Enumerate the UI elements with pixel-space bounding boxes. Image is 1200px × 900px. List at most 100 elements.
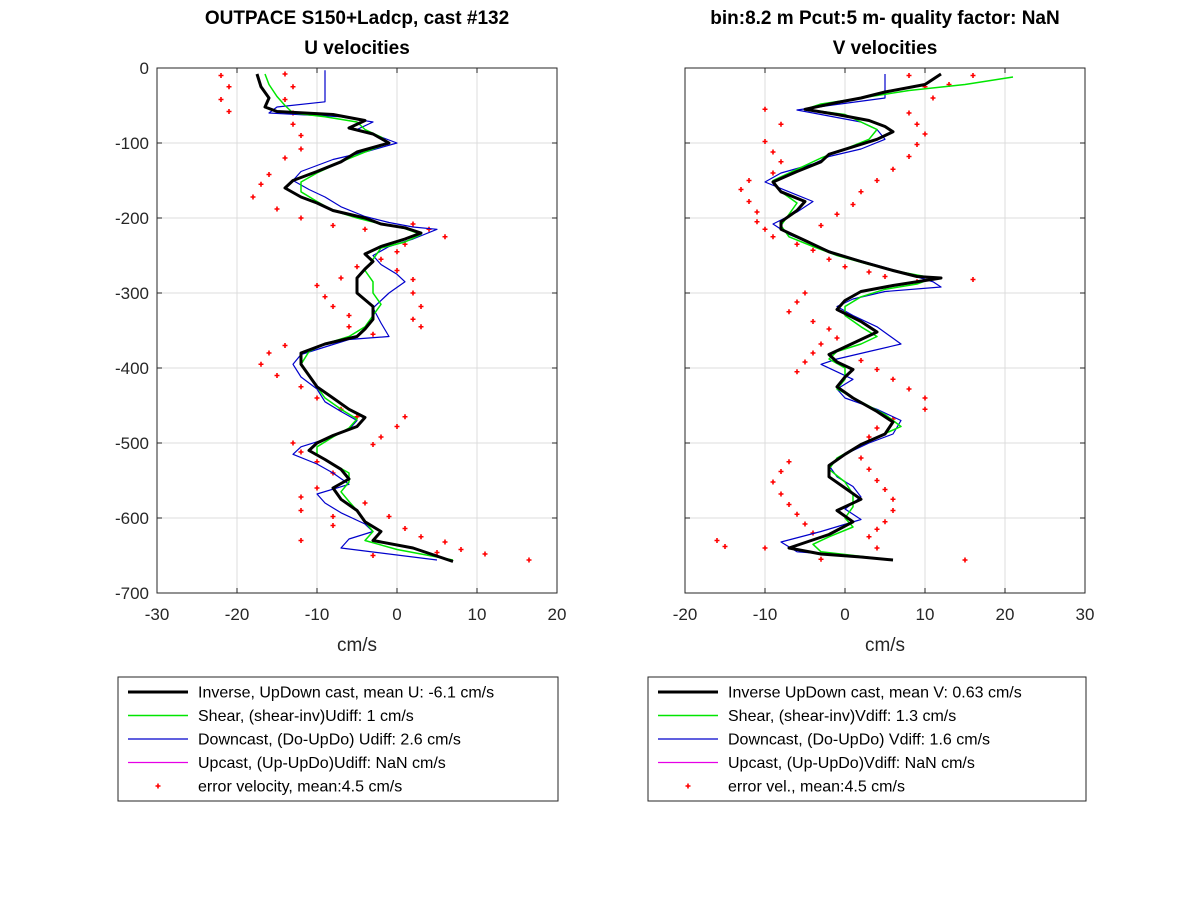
v-error-point	[914, 121, 920, 127]
u-error-point	[370, 442, 376, 447]
u-error-point	[410, 277, 416, 282]
v-title-line2: V velocities	[833, 38, 938, 59]
v-error-point	[922, 406, 928, 412]
u-error-point	[330, 304, 336, 309]
v-error-point	[858, 358, 864, 363]
v-error-point	[818, 341, 824, 347]
v-error-point	[802, 290, 808, 296]
u-ytick-label: 0	[140, 59, 149, 78]
v-error-point	[794, 241, 800, 247]
v-legend-entry: Upcast, (Up-UpDo)Vdiff: NaN cm/s	[728, 755, 975, 772]
v-error-point	[818, 223, 824, 228]
v-error-point	[786, 459, 792, 465]
v-error-point	[834, 335, 840, 341]
v-error-point	[906, 110, 912, 116]
v-error-point	[874, 478, 880, 483]
v-error-point	[890, 508, 896, 513]
u-error-point	[282, 155, 288, 161]
v-error-point	[762, 106, 768, 112]
v-error-point	[746, 199, 752, 204]
u-error-point	[482, 551, 488, 557]
v-error-point	[818, 556, 824, 562]
v-error-point	[858, 189, 864, 195]
u-ytick-label: -700	[115, 584, 149, 603]
u-legend: Inverse, UpDown cast, mean U: -6.1 cm/s S…	[117, 676, 559, 802]
u-error-point	[226, 84, 232, 90]
v-error-point	[794, 369, 800, 375]
v-error-point	[874, 178, 880, 183]
v-xtick-label: 30	[1076, 605, 1095, 624]
v-error-point	[794, 299, 800, 305]
u-error-point	[526, 557, 532, 563]
u-error-point	[226, 109, 232, 114]
u-xtick-label: -10	[305, 605, 330, 624]
u-error-point	[322, 294, 328, 300]
u-error-point	[442, 234, 448, 240]
v-error-point	[770, 234, 776, 240]
v-error-point	[882, 519, 888, 525]
v-error-point	[890, 376, 896, 382]
u-legend-entry: Shear, (shear-inv)Udiff: 1 cm/s	[198, 708, 414, 725]
u-xtick-label: 10	[468, 605, 487, 624]
v-error-point	[802, 521, 808, 527]
v-error-point	[762, 139, 768, 144]
u-error-point	[370, 331, 376, 337]
u-error-point	[298, 146, 304, 152]
u-error-point	[410, 221, 416, 227]
v-xtick-label: -20	[673, 605, 698, 624]
v-error-point	[890, 166, 896, 172]
v-legend-box	[647, 676, 1087, 802]
u-legend-swatch-error	[155, 783, 161, 789]
u-title-line1: OUTPACE S150+Ladcp, cast #132	[205, 8, 509, 29]
v-error-point	[906, 386, 912, 392]
v-error-point	[786, 309, 792, 315]
u-error-point	[354, 264, 360, 270]
v-error-point	[842, 264, 848, 270]
u-error-point	[362, 226, 368, 232]
u-xtick-label: 0	[392, 605, 401, 624]
u-error-point	[362, 500, 368, 506]
v-series-shear	[772, 76, 1014, 561]
v-error-point	[746, 178, 752, 183]
v-error-point	[754, 219, 760, 225]
u-error-point	[418, 304, 424, 309]
u-error-point	[298, 449, 304, 455]
u-error-point	[314, 485, 320, 491]
v-legend: Inverse UpDown cast, mean V: 0.63 cm/s Sh…	[647, 676, 1087, 802]
u-xtick-label: -30	[145, 605, 170, 624]
v-xtick-label: -10	[753, 605, 778, 624]
u-error-point	[370, 553, 376, 558]
u-error-point	[410, 290, 416, 296]
u-error-point	[298, 384, 304, 390]
v-error-point	[858, 455, 864, 461]
v-error-point	[778, 469, 784, 474]
u-ytick-label: -300	[115, 284, 149, 303]
u-error-point	[330, 523, 336, 528]
v-error-point	[874, 367, 880, 372]
v-error-point	[914, 142, 920, 147]
v-velocity-panel: bin:8.2 m Pcut:5 m- quality factor: NaN …	[647, 8, 1095, 802]
v-error-point	[778, 159, 784, 165]
u-error-point	[330, 223, 336, 228]
u-axes-box	[156, 67, 558, 594]
v-error-point	[850, 202, 856, 207]
v-error-point	[810, 350, 816, 356]
v-error-point	[802, 359, 808, 365]
u-xlabel: cm/s	[337, 635, 377, 656]
u-error-point	[274, 373, 280, 378]
v-error-point	[714, 538, 720, 543]
u-error-point	[218, 97, 224, 102]
v-xtick-label: 0	[840, 605, 849, 624]
u-error-point	[410, 316, 416, 322]
v-error-point	[770, 479, 776, 485]
v-error-point	[930, 95, 936, 101]
v-error-point	[810, 319, 816, 324]
u-legend-entry: Inverse, UpDown cast, mean U: -6.1 cm/s	[198, 685, 494, 702]
u-error-point	[314, 283, 320, 288]
v-error-point	[770, 149, 776, 155]
u-velocity-panel: OUTPACE S150+Ladcp, cast #132 U velociti…	[115, 8, 566, 802]
v-error-point	[874, 545, 880, 551]
u-error-point	[290, 440, 296, 446]
v-error-point	[762, 226, 768, 232]
